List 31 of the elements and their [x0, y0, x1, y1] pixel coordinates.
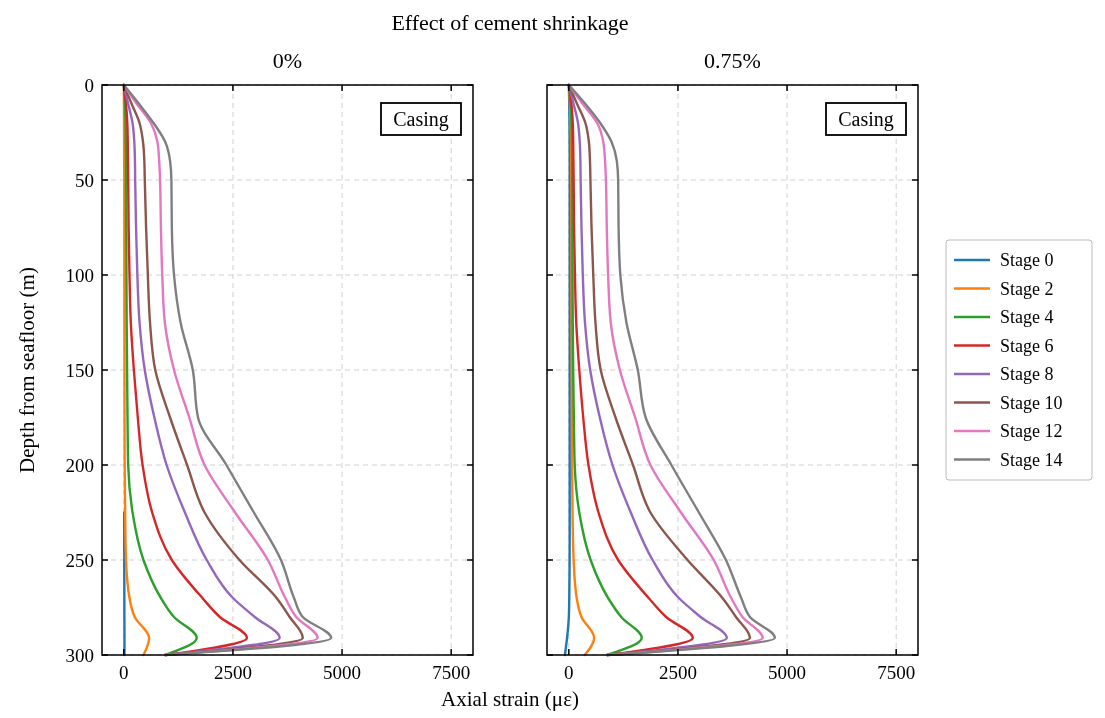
legend-label: Stage 8 — [1000, 364, 1054, 385]
annotation: Casing — [838, 108, 894, 131]
legend-label: Stage 6 — [1000, 335, 1054, 356]
y-axis-title: Depth from seafloor (m) — [15, 267, 39, 473]
chart-title: Effect of cement shrinkage — [391, 10, 629, 35]
legend-label: Stage 4 — [1000, 307, 1054, 328]
x-tick-label: 2500 — [213, 662, 252, 683]
y-tick-label: 100 — [65, 264, 94, 286]
legend-label: Stage 2 — [1000, 278, 1054, 299]
legend-label: Stage 14 — [1000, 449, 1063, 470]
legend-label: Stage 12 — [1000, 421, 1063, 442]
y-tick-label: 50 — [75, 169, 94, 191]
y-tick-label: 150 — [65, 359, 94, 381]
x-axis-title: Axial strain (με) — [441, 687, 579, 711]
line-series — [122, 511, 126, 657]
x-tick-label: 5000 — [768, 662, 807, 683]
x-tick-label: 7500 — [877, 662, 916, 683]
x-tick-label: 0 — [119, 662, 129, 683]
annotation: Casing — [393, 108, 449, 131]
y-tick-label: 200 — [65, 454, 94, 476]
x-tick-label: 5000 — [323, 662, 362, 683]
x-tick-label: 0 — [564, 662, 574, 683]
chart-subtitle: 0.75% — [704, 48, 761, 73]
y-tick-label: 300 — [65, 644, 94, 666]
x-tick-label: 7500 — [432, 662, 471, 683]
legend-label: Stage 0 — [1000, 250, 1054, 271]
legend-label: Stage 10 — [1000, 392, 1063, 413]
chart-subtitle: 0% — [272, 48, 303, 73]
y-tick-label: 250 — [65, 549, 94, 571]
y-tick-label: 0 — [84, 74, 94, 96]
x-tick-label: 2500 — [658, 662, 697, 683]
